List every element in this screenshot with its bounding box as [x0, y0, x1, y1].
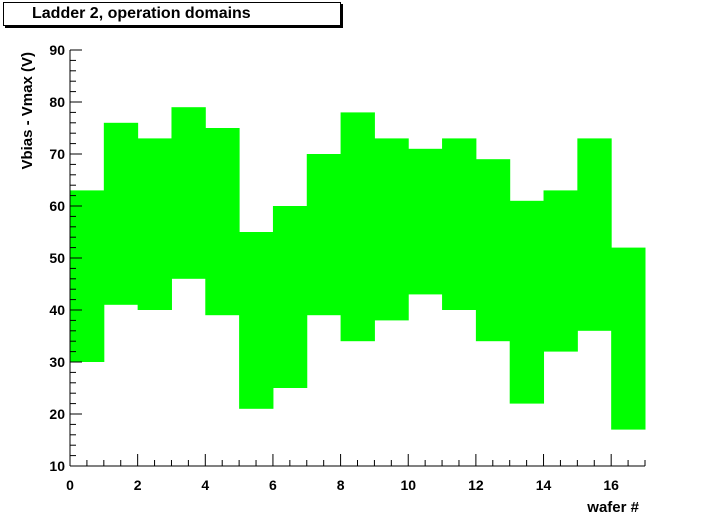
x-tick-label: 2 — [134, 477, 142, 493]
range-bar-wafer-6 — [272, 206, 308, 388]
x-tick-label: 6 — [269, 477, 277, 493]
x-tick-label: 8 — [337, 477, 345, 493]
y-tick-label: 10 — [49, 458, 65, 474]
y-tick-label: 40 — [49, 302, 65, 318]
range-bar-wafer-16 — [611, 247, 646, 430]
y-tick-label: 90 — [49, 42, 65, 58]
x-tick-label: 0 — [66, 477, 74, 493]
x-tick-label: 10 — [400, 477, 416, 493]
range-bar-wafer-12 — [475, 159, 511, 342]
x-tick-label: 12 — [468, 477, 484, 493]
x-axis-title: wafer # — [586, 499, 639, 516]
range-bar-wafer-15 — [577, 138, 612, 331]
x-tick-label: 14 — [536, 477, 552, 493]
y-tick-label: 80 — [49, 94, 65, 110]
range-bar-wafer-4 — [205, 128, 240, 316]
range-bar-wafer-3 — [171, 107, 206, 279]
range-bar-wafer-1 — [103, 122, 139, 305]
range-bar-wafer-14 — [543, 190, 578, 352]
range-bar-wafer-7 — [306, 154, 342, 316]
x-tick-label: 4 — [201, 477, 209, 493]
range-bar-wafer-10 — [408, 148, 443, 295]
y-tick-label: 20 — [49, 406, 65, 422]
range-bar-wafer-5 — [239, 232, 274, 409]
y-tick-label: 30 — [49, 354, 65, 370]
y-axis-title: Vbias - Vmax (V) — [19, 52, 36, 170]
chart-title: Ladder 2, operation domains — [32, 5, 251, 22]
range-bar-wafer-9 — [374, 138, 409, 321]
range-bar-wafer-0 — [70, 190, 105, 362]
y-tick-label: 70 — [49, 146, 65, 162]
bars-layer — [70, 107, 646, 430]
range-bar-wafer-8 — [340, 112, 375, 342]
range-bar-wafer-13 — [509, 200, 545, 404]
axes-layer: 0 2 4 6 8 10 12 14 16 10 20 30 40 50 60 70 80 90 — [49, 42, 646, 493]
chart-title-box: Ladder 2, operation domains — [3, 2, 341, 26]
y-tick-label: 50 — [49, 250, 65, 266]
range-bar-wafer-2 — [137, 138, 172, 310]
x-tick-label: 16 — [603, 477, 619, 493]
y-tick-label: 60 — [49, 198, 65, 214]
range-bar-wafer-11 — [442, 138, 477, 310]
